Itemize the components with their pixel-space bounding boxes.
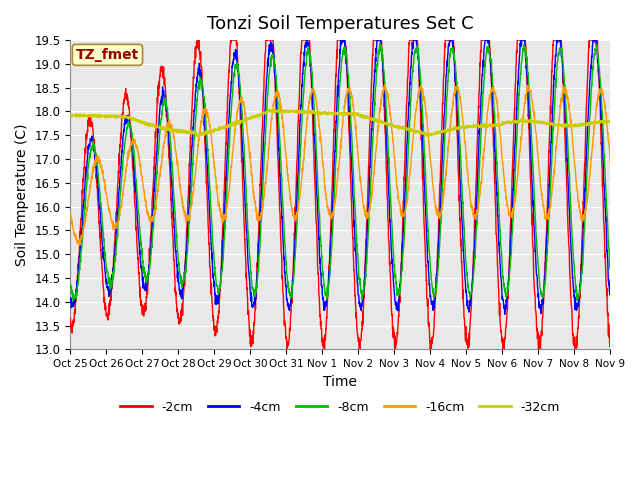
X-axis label: Time: Time	[323, 374, 357, 389]
Text: TZ_fmet: TZ_fmet	[76, 48, 139, 62]
Title: Tonzi Soil Temperatures Set C: Tonzi Soil Temperatures Set C	[207, 15, 474, 33]
Y-axis label: Soil Temperature (C): Soil Temperature (C)	[15, 123, 29, 266]
Legend: -2cm, -4cm, -8cm, -16cm, -32cm: -2cm, -4cm, -8cm, -16cm, -32cm	[115, 396, 565, 419]
